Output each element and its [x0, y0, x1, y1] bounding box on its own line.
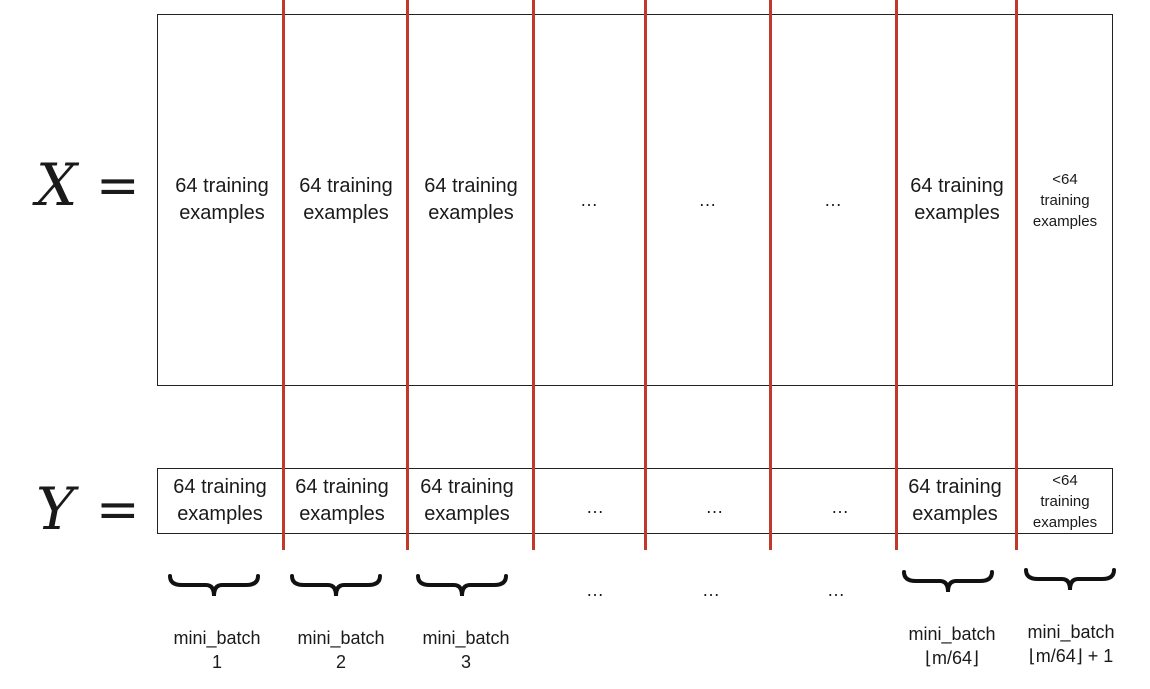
minibatch-divider	[1015, 0, 1018, 550]
x-matrix-label: X	[36, 151, 78, 219]
brace-icon	[168, 574, 260, 597]
y-cell: 64 training examples	[908, 476, 1002, 525]
y-cell-ellipsis: …	[586, 496, 606, 517]
minibatch-label: mini_batch 2	[297, 628, 385, 672]
x-cell: 64 training examples	[175, 175, 269, 224]
x-cell: 64 training examples	[910, 175, 1004, 224]
x-cell: 64 training examples	[424, 175, 518, 224]
y-cell: 64 training examples	[420, 476, 514, 525]
y-cell: 64 training examples	[295, 476, 389, 525]
x-cell-remainder: <64 training examples	[1032, 170, 1098, 230]
x-matrix-box	[157, 14, 1113, 386]
minibatch-divider	[532, 0, 535, 550]
x-equals-sign: =	[96, 156, 140, 216]
y-cell-ellipsis: …	[705, 496, 726, 517]
brace-icon	[290, 574, 382, 597]
y-matrix-label: Y	[36, 475, 75, 543]
minibatch-label: mini_batch 1	[173, 628, 261, 672]
brace-icon	[1024, 568, 1116, 591]
y-cell-ellipsis: …	[831, 496, 851, 517]
x-cell-ellipsis: …	[824, 189, 844, 210]
brace-icon	[902, 570, 994, 593]
minibatch-divider	[895, 0, 898, 550]
bottom-ellipsis: …	[586, 580, 606, 600]
bottom-ellipsis: …	[827, 580, 847, 600]
minibatch-label: mini_batch ⌊m/64⌋	[908, 624, 996, 668]
brace-icon	[416, 574, 508, 597]
y-cell: 64 training examples	[173, 476, 267, 525]
bottom-ellipsis: …	[702, 580, 722, 600]
minibatch-divider	[406, 0, 409, 550]
minibatch-label: mini_batch ⌊m/64⌋ + 1	[1027, 622, 1115, 666]
x-cell: 64 training examples	[299, 175, 393, 224]
y-cell-remainder: <64 training examples	[1032, 471, 1098, 531]
y-equals-sign: =	[96, 480, 140, 540]
minibatch-divider	[769, 0, 772, 550]
y-matrix-box	[157, 468, 1113, 534]
minibatch-divider	[282, 0, 285, 550]
x-cell-ellipsis: …	[580, 189, 600, 210]
x-cell-ellipsis: …	[698, 189, 719, 210]
minibatch-divider	[644, 0, 647, 550]
minibatch-label: mini_batch 3	[422, 628, 510, 672]
